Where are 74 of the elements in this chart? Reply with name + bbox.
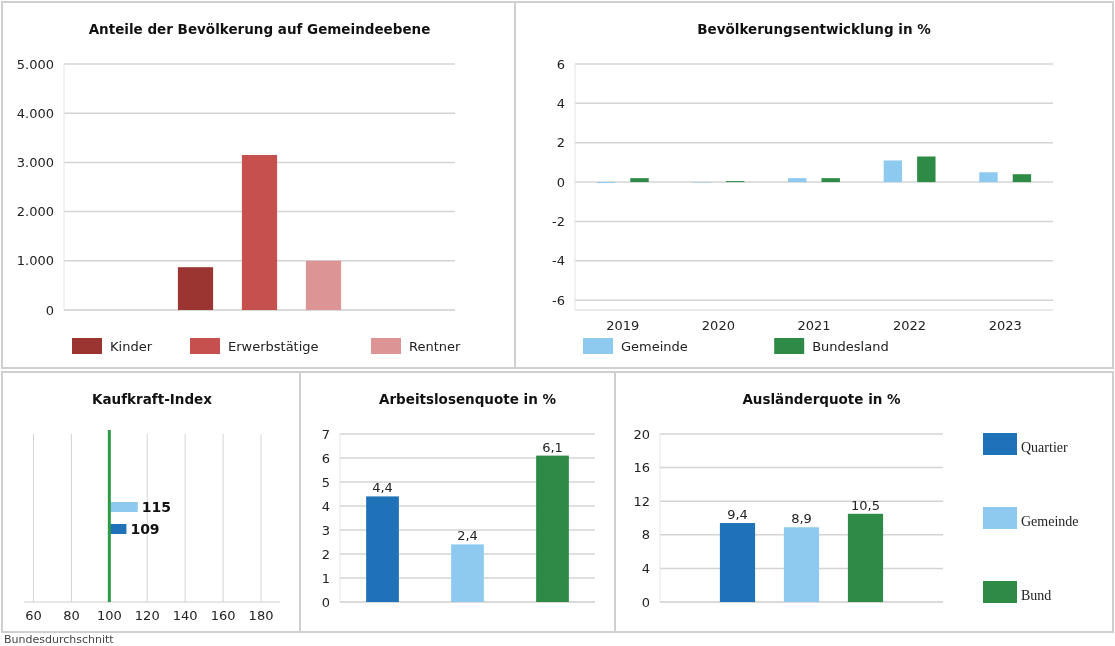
x-tick-label: 180: [248, 608, 274, 623]
y-tick-label: -2: [552, 213, 565, 229]
bar: [451, 544, 484, 602]
legend-label: Gemeinde: [621, 338, 688, 354]
y-tick-label: -6: [552, 292, 565, 308]
bar: [883, 160, 903, 183]
bar: [917, 156, 936, 183]
y-tick-label: 5.000: [16, 56, 54, 72]
y-tick-label: 3: [321, 522, 330, 538]
y-tick-label: 5: [321, 474, 330, 490]
x-tick-label: 80: [63, 608, 80, 623]
bar: [536, 455, 569, 602]
y-tick-label: 2: [556, 135, 565, 151]
y-tick-label: 7: [321, 426, 330, 442]
bar: [241, 155, 278, 310]
y-tick-label: -4: [552, 253, 565, 269]
bar: [177, 267, 214, 310]
x-tick-label: 2020: [701, 318, 735, 333]
y-tick-label: 4: [556, 95, 565, 111]
y-tick-label: 6: [321, 450, 330, 466]
y-tick-label: 4: [641, 560, 650, 576]
data-label: 115: [141, 498, 172, 515]
chart-title: Bevölkerungsentwicklung in %: [697, 21, 932, 37]
x-tick-label: 160: [210, 608, 236, 623]
y-tick-label: 2.000: [16, 204, 54, 220]
bar: [821, 178, 840, 183]
ref-line-label: Bundesdurchschnitt: [4, 633, 115, 646]
x-tick-label: 100: [96, 608, 122, 623]
bar: [979, 172, 998, 183]
y-tick-label: 16: [633, 460, 650, 476]
legend-label: Bund: [1021, 587, 1052, 603]
data-label: 2,4: [457, 528, 478, 544]
x-tick-label: 2022: [893, 318, 927, 333]
x-tick-label: 2021: [797, 318, 831, 333]
y-tick-label: 4: [321, 498, 330, 514]
y-tick-label: 8: [641, 527, 650, 543]
data-label: 109: [130, 520, 160, 537]
y-tick-label: 0: [641, 594, 650, 610]
chart-title: Arbeitslosenquote in %: [378, 391, 557, 407]
bar: [305, 260, 342, 310]
chart-title: Anteile der Bevölkerung auf Gemeindeebene: [88, 21, 431, 37]
data-label: 6,1: [542, 439, 563, 455]
x-tick-label: 2023: [988, 318, 1022, 333]
data-label: 10,5: [851, 497, 880, 513]
chart-title: Kaufkraft-Index: [92, 391, 213, 407]
bar: [1012, 174, 1032, 183]
y-tick-label: 12: [633, 493, 650, 509]
legend-label: Kinder: [110, 338, 153, 354]
chart-title: Ausländerquote in %: [742, 391, 902, 407]
y-tick-label: 1: [321, 570, 330, 586]
y-tick-label: 3.000: [16, 154, 54, 170]
legend-label: Erwerbstätige: [228, 338, 319, 354]
legend-label: Quartier: [1021, 439, 1068, 455]
legend-label: Bundesland: [812, 338, 889, 354]
y-tick-label: 0: [321, 594, 330, 610]
legend-label: Rentner: [409, 338, 462, 354]
x-tick-label: 2019: [606, 318, 640, 333]
y-tick-label: 1.000: [16, 253, 54, 269]
data-label: 4,4: [372, 480, 393, 496]
y-tick-label: 6: [556, 56, 565, 72]
y-tick-label: 4.000: [16, 105, 54, 121]
bar: [366, 496, 399, 602]
y-tick-label: 2: [321, 546, 330, 562]
legend-label: Gemeinde: [1021, 513, 1079, 529]
y-tick-label: 20: [633, 426, 650, 442]
bar: [788, 178, 807, 183]
x-tick-label: 60: [25, 608, 42, 623]
x-tick-label: 140: [172, 608, 198, 623]
y-tick-label: 0: [556, 174, 565, 190]
x-tick-label: 120: [134, 608, 160, 623]
bar: [630, 178, 649, 183]
data-label: 8,9: [791, 511, 812, 527]
y-tick-label: 0: [45, 302, 54, 318]
data-label: 9,4: [727, 507, 748, 523]
